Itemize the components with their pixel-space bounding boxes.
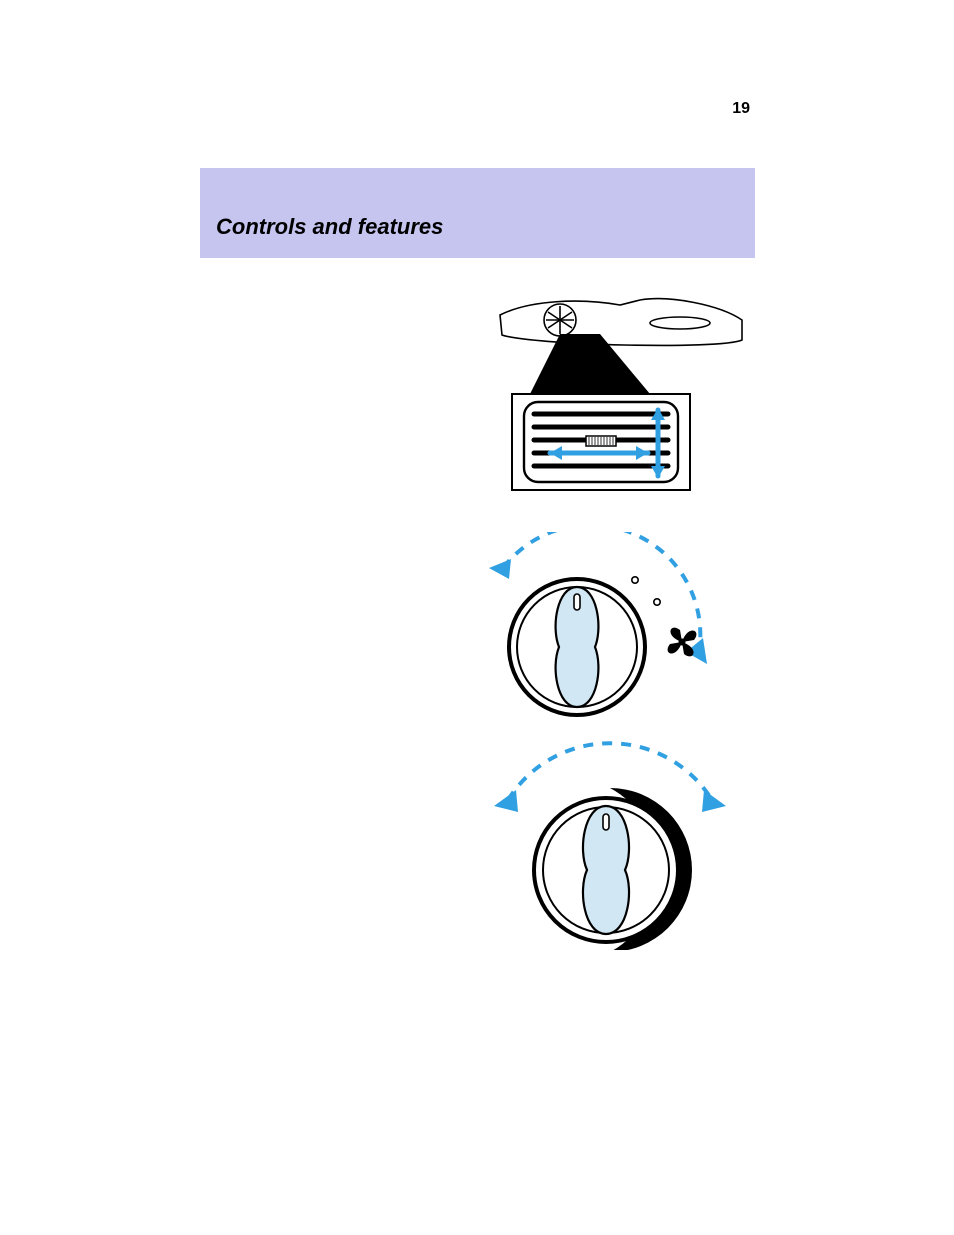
fan-dot-2 <box>654 599 660 605</box>
section-header-band <box>200 168 755 258</box>
manual-page: 19 Controls and features <box>0 0 954 1235</box>
vent-figure <box>490 290 752 500</box>
fan-knob-svg <box>477 532 737 732</box>
temp-knob-svg <box>480 740 740 950</box>
temp-arc <box>508 743 712 800</box>
fan-icon <box>668 628 697 657</box>
temp-knob-figure <box>480 740 740 950</box>
fan-dot-1 <box>632 577 638 583</box>
section-title: Controls and features <box>216 214 443 240</box>
fan-knob-figure <box>477 532 737 732</box>
temp-arc-right-arrowhead <box>702 790 726 812</box>
temp-knob-pointer <box>603 814 609 830</box>
dash-slot <box>650 317 710 329</box>
vent-svg <box>490 290 752 500</box>
page-number: 19 <box>732 100 750 118</box>
fan-arc-left-arrowhead <box>489 559 511 579</box>
fan-knob-pointer <box>574 594 580 610</box>
temp-arc-left-arrowhead <box>494 790 518 812</box>
fan-knob <box>509 579 645 715</box>
temp-knob <box>534 798 678 942</box>
